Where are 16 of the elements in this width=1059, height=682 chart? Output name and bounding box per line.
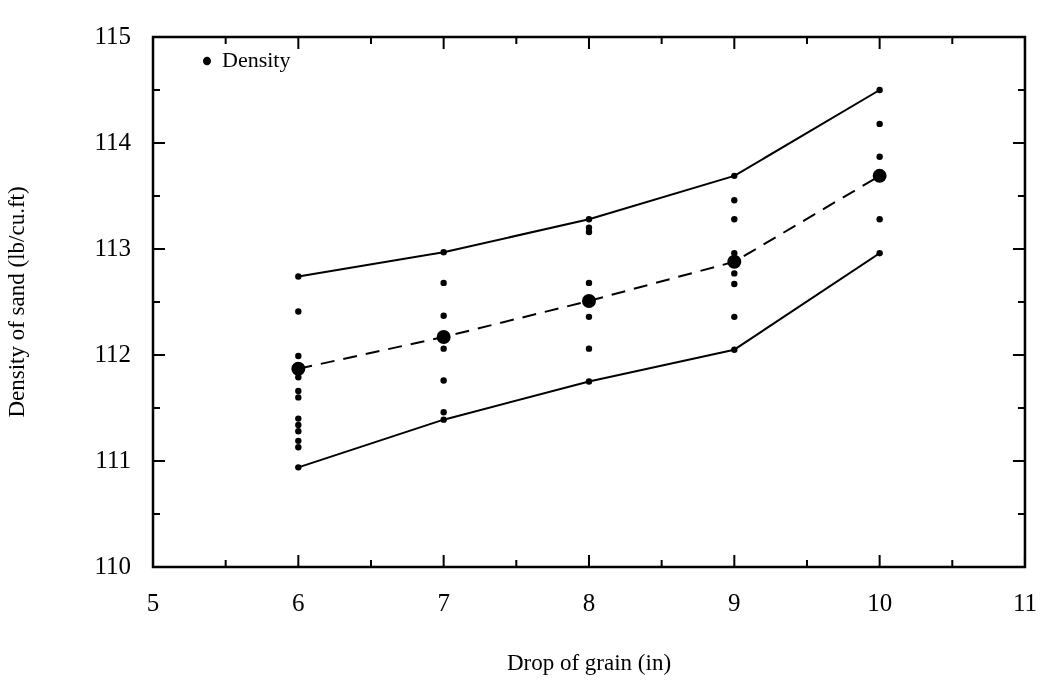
y-axis-title: Density of sand (lb/cu.ft)	[3, 186, 29, 418]
x-tick-label: 11	[1012, 588, 1037, 616]
legend-label: Density	[222, 46, 291, 72]
x-axis-title: Drop of grain (in)	[506, 650, 672, 676]
y-tick-label: 112	[94, 339, 131, 367]
y-tick-label: 115	[94, 21, 131, 49]
x-tick-label: 9	[728, 588, 741, 616]
x-tick-label: 7	[437, 588, 450, 616]
x-tick-label: 6	[292, 588, 305, 616]
x-tick-label: 8	[582, 588, 596, 616]
y-tick-label: 111	[95, 445, 131, 473]
x-tick-label: 5	[146, 588, 160, 616]
y-tick-label: 114	[94, 127, 132, 155]
x-tick-label: 10	[867, 588, 893, 616]
y-tick-label: 110	[94, 551, 131, 579]
y-tick-label: 113	[94, 233, 131, 261]
